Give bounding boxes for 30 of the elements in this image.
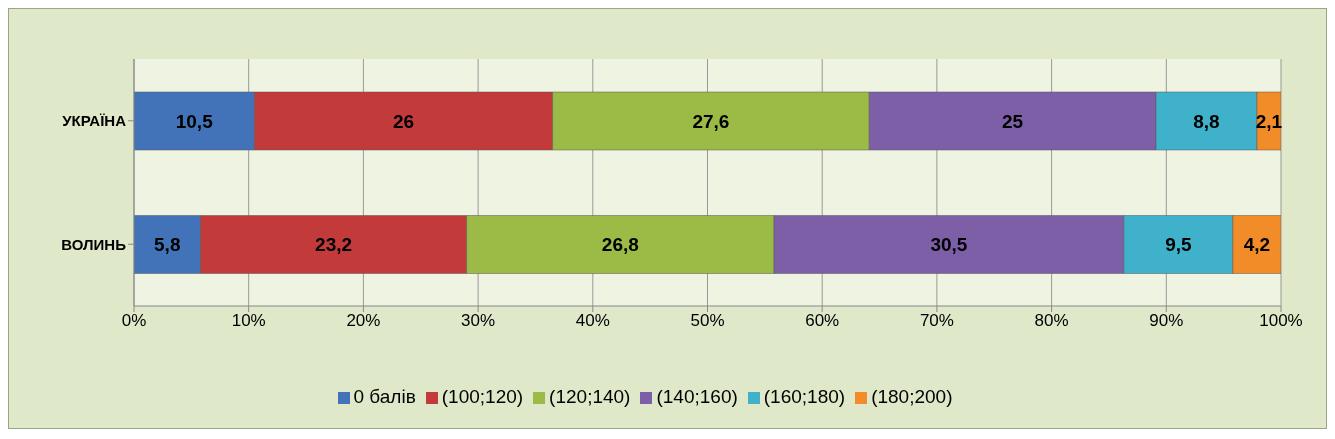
x-tick-label: 20% [346,311,381,331]
y-tick-label: УКРАЇНА [62,112,127,130]
data-label: 5,8 [154,234,181,255]
legend-label: 0 балів [353,386,416,407]
y-tick-label: ВОЛИНЬ [61,235,127,253]
legend-label: (160;180) [763,386,846,407]
data-label: 26,8 [601,234,639,255]
x-tick-label: 100% [1259,311,1303,331]
data-label: 27,6 [692,110,730,132]
x-tick-label: 90% [1149,311,1184,331]
legend-label: (100;120) [441,386,524,407]
data-label: 10,5 [175,110,214,132]
data-label: 9,5 [1165,234,1192,255]
legend-label: (140;160) [656,386,738,407]
x-tick-label: 60% [805,311,840,331]
legend-label: (180;200) [871,386,953,407]
data-label: 23,2 [315,234,353,255]
data-label: 8,8 [1193,110,1220,132]
data-label: 30,5 [930,234,968,255]
x-tick-label: 30% [461,311,496,331]
x-tick-label: 70% [919,311,954,331]
data-label: 25 [1002,110,1024,132]
x-tick-label: 10% [231,311,266,331]
x-tick-label: 0% [121,311,147,331]
legend-label: (120;140) [549,386,631,407]
x-tick-label: 80% [1034,311,1069,331]
x-tick-label: 50% [690,311,725,331]
data-label: 26 [392,110,415,132]
x-tick-label: 40% [575,311,610,331]
data-label: 4,2 [1243,234,1271,255]
